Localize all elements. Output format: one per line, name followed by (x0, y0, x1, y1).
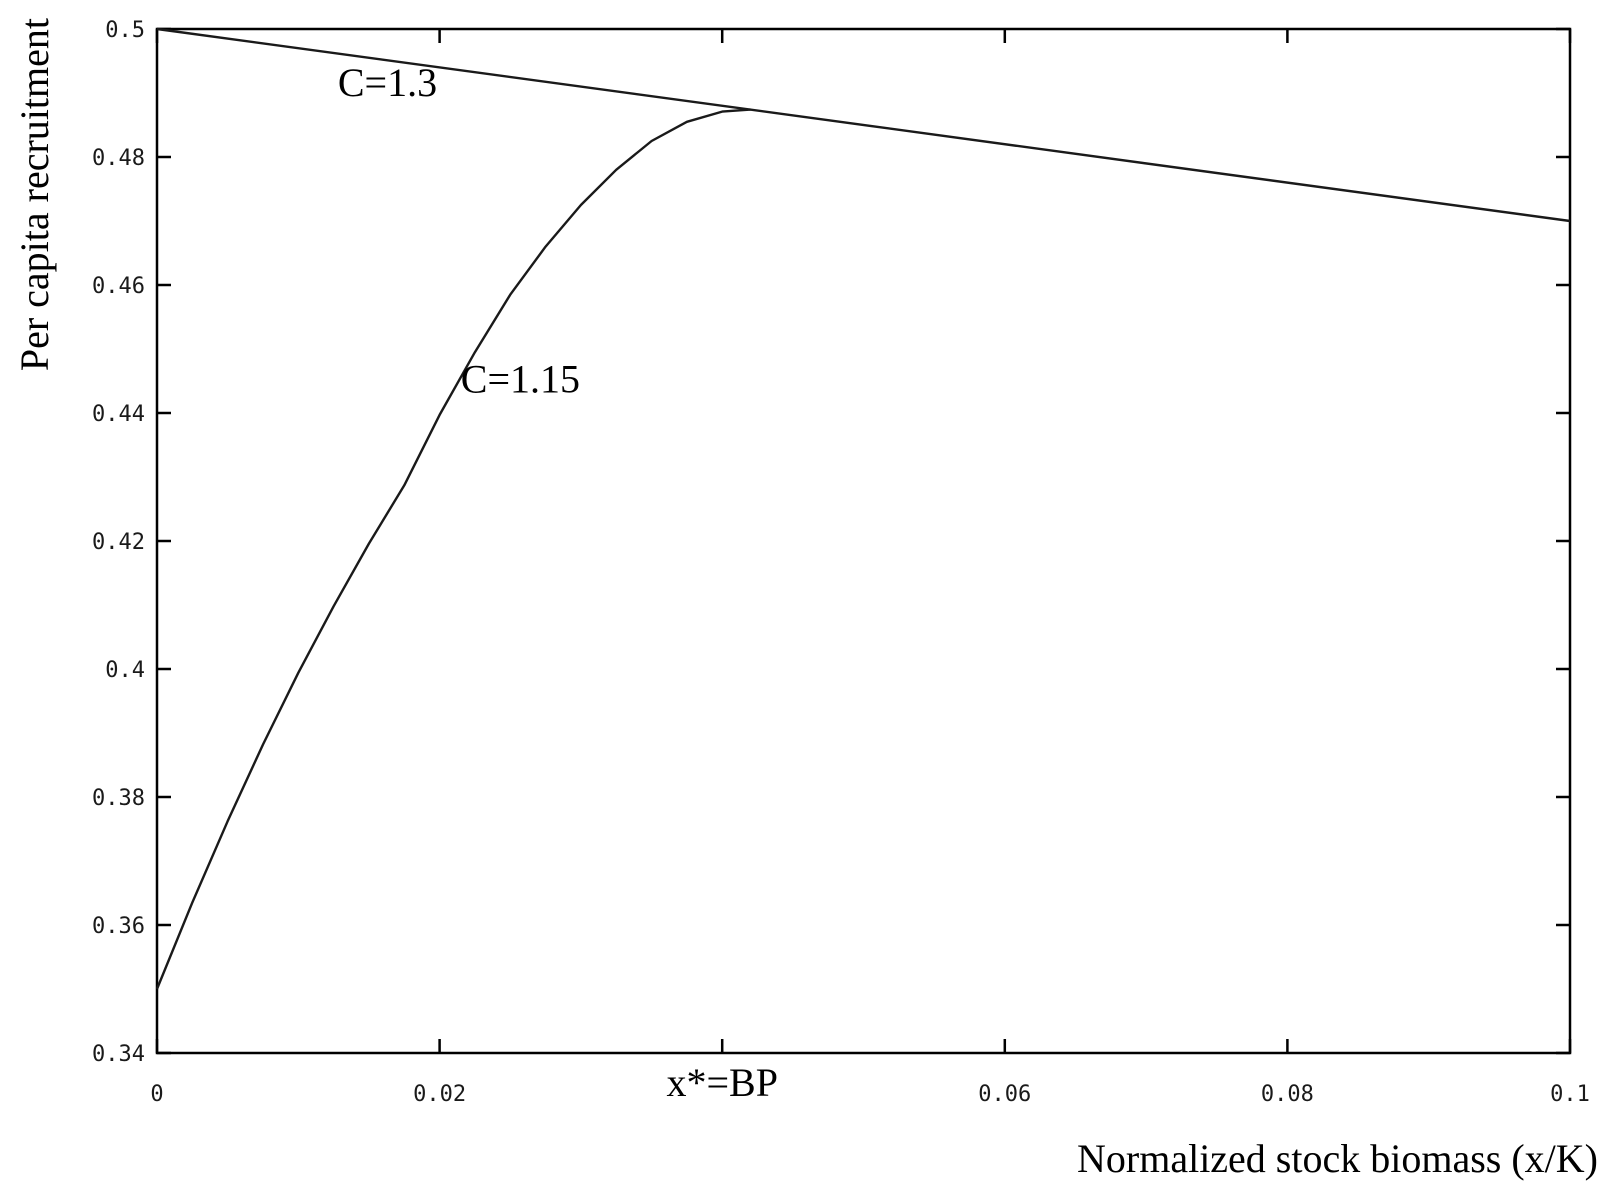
y-tick-label: 0.4 (105, 658, 145, 683)
x-tick-label: x*=BP (666, 1060, 777, 1105)
x-tick-label: 0 (150, 1082, 163, 1107)
x-axis-title: Normalized stock biomass (x/K) (1077, 1136, 1598, 1181)
x-tick-label: 0.08 (1261, 1082, 1314, 1107)
x-tick-label: 0.1 (1550, 1082, 1590, 1107)
y-tick-label: 0.34 (92, 1042, 145, 1067)
y-tick-label: 0.5 (105, 18, 145, 43)
curve-annotation: C=1.3 (338, 60, 437, 105)
x-tick-label: 0.06 (978, 1082, 1031, 1107)
y-tick-label: 0.46 (92, 274, 145, 299)
x-tick-labels: 0 0.02 x*=BP 0.06 0.08 0.1 (150, 1060, 1590, 1107)
series-group (155, 27, 1571, 990)
y-tick-label: 0.38 (92, 786, 145, 811)
y-tick-label: 0.42 (92, 530, 145, 555)
series-line-2 (155, 108, 751, 990)
x-tick-label: 0.02 (413, 1082, 466, 1107)
y-tick-label: 0.44 (92, 402, 145, 427)
y-axis-title: Per capita recruitment (12, 18, 57, 371)
tick-marks (155, 27, 1572, 1055)
plot-frame (155, 27, 1572, 1055)
y-tick-labels: 0.34 0.36 0.38 0.4 0.42 0.44 0.46 0.48 0.5 (92, 18, 145, 1067)
curve-annotation: C=1.15 (461, 357, 580, 402)
series-line-1 (156, 27, 1571, 223)
annotations: C=1.3 C=1.15 (338, 60, 580, 401)
y-tick-label: 0.48 (92, 146, 145, 171)
y-tick-label: 0.36 (92, 914, 145, 939)
